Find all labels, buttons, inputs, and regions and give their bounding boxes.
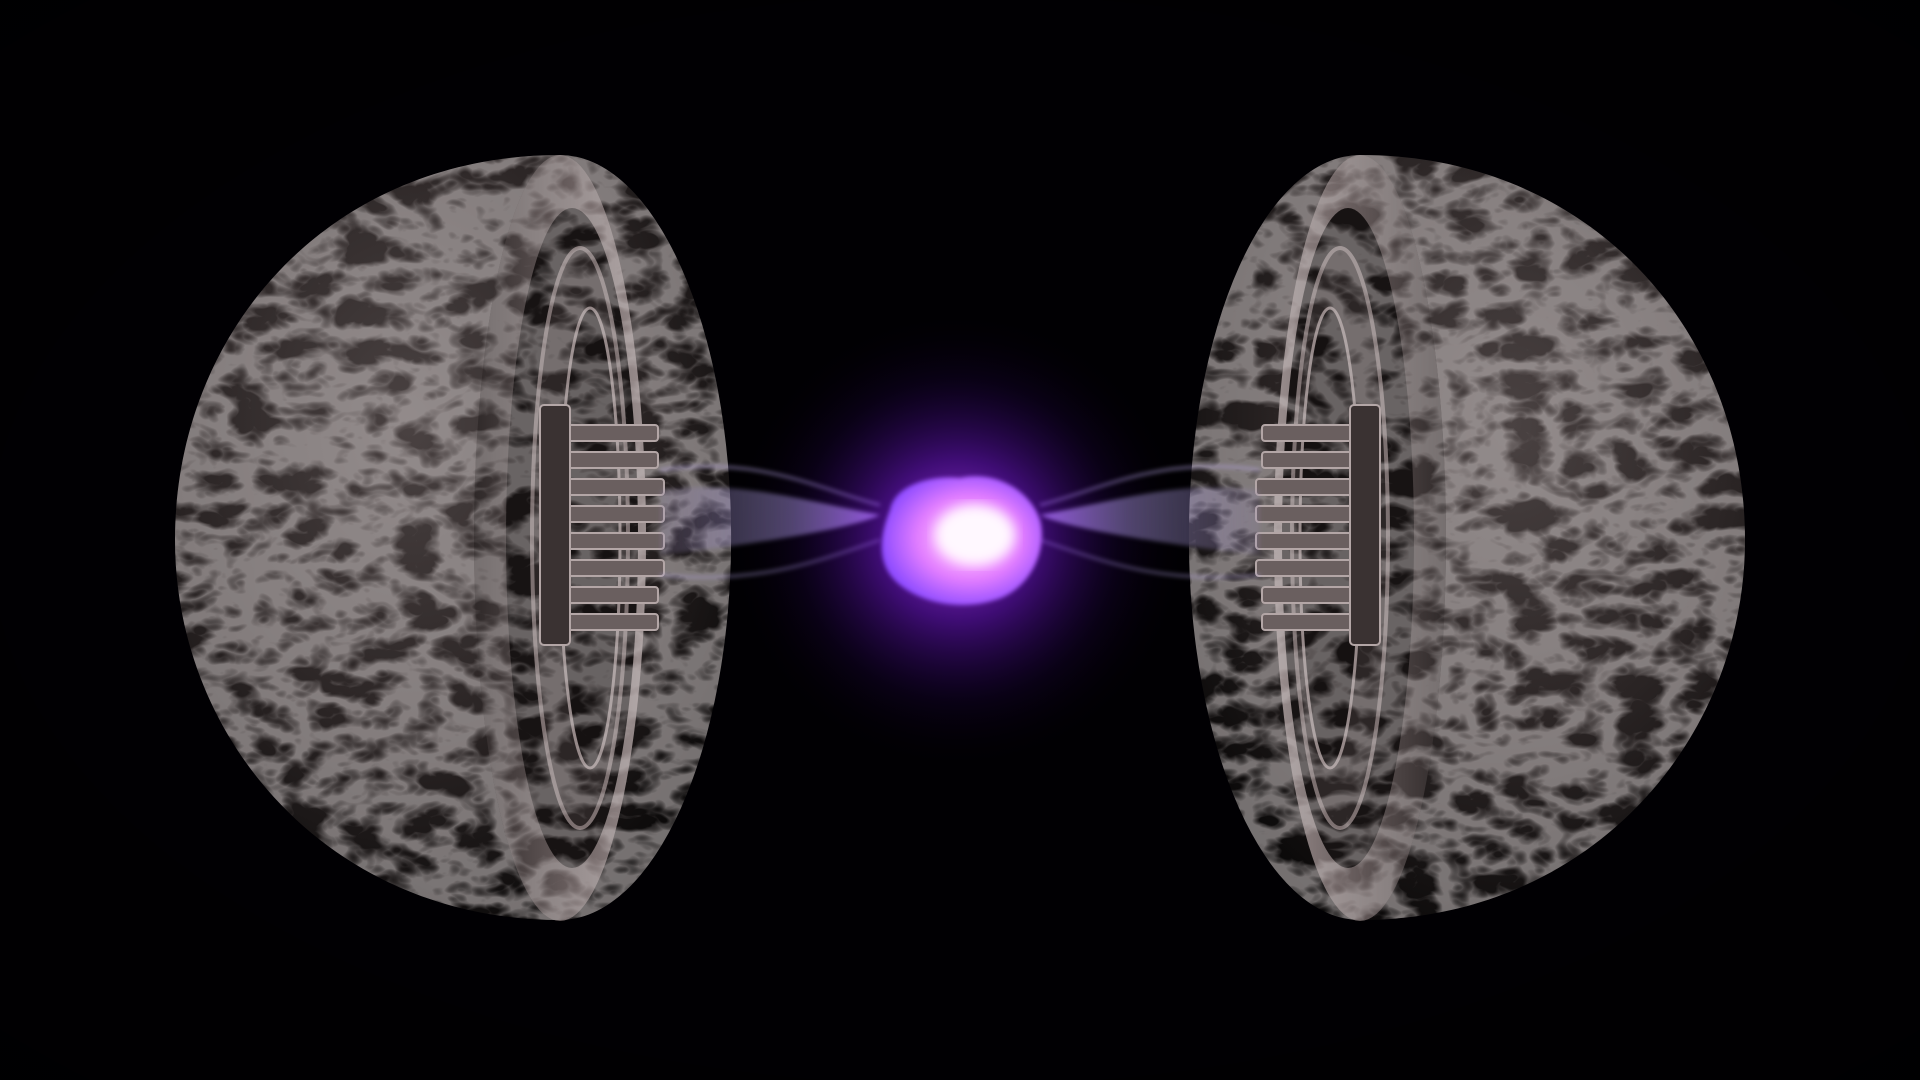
scene-svg: [0, 0, 1920, 1080]
render-canvas: [0, 0, 1920, 1080]
vignette: [0, 0, 1920, 1080]
